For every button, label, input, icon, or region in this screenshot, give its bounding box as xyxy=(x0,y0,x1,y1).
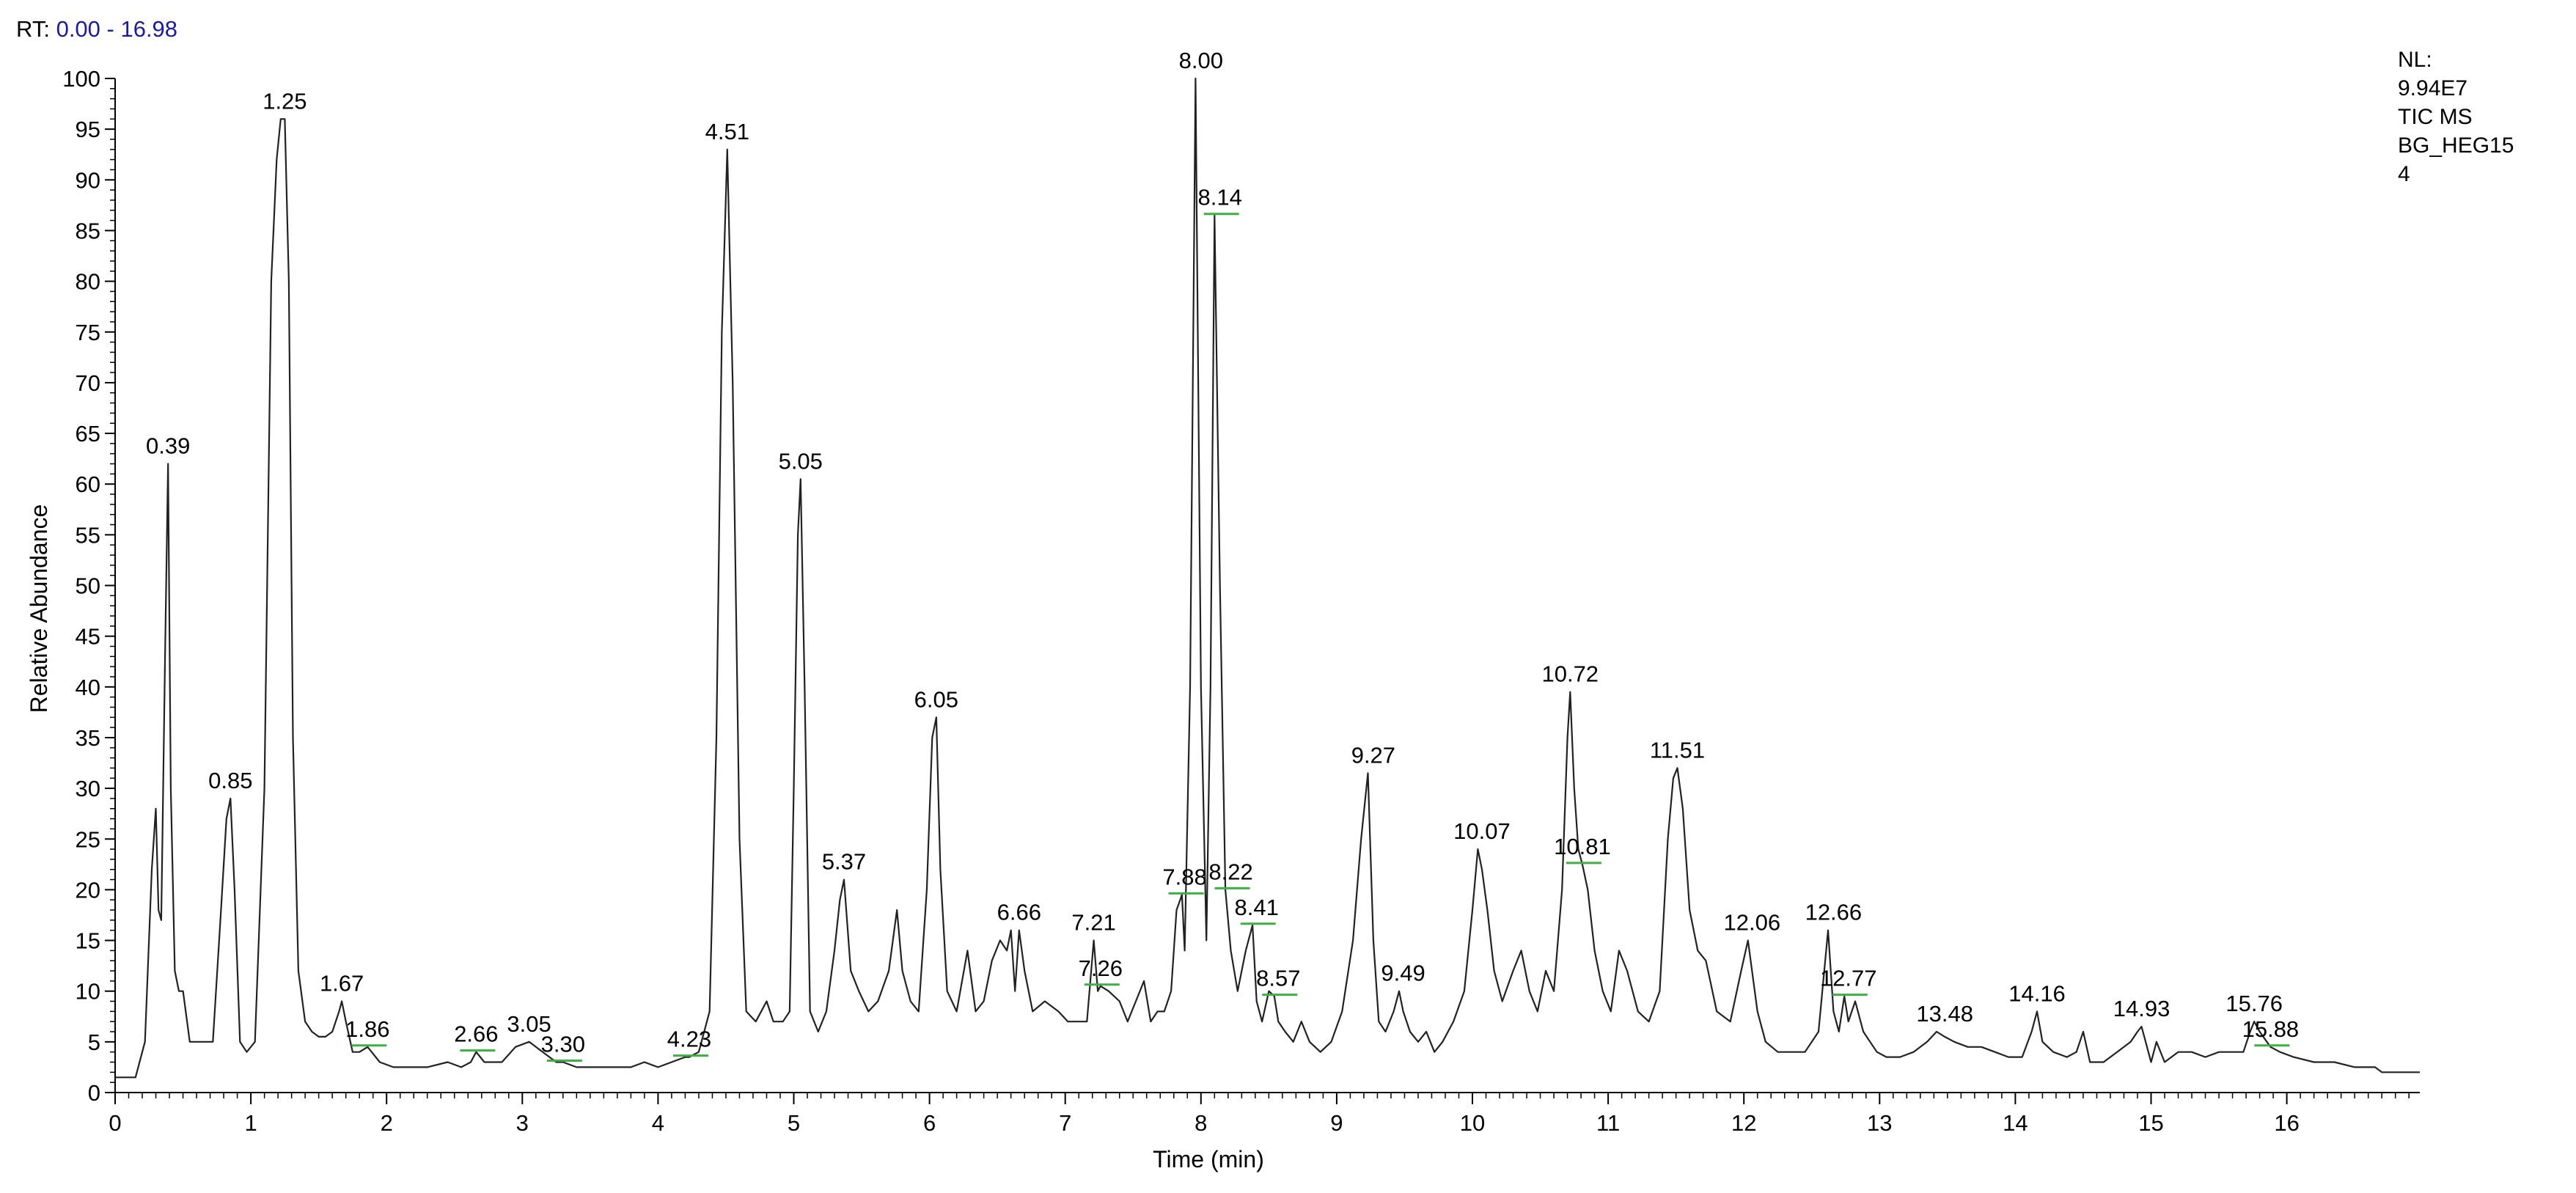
nl-value: 9.94E7 xyxy=(2398,76,2468,100)
peak-label: 8.22 xyxy=(1208,859,1252,884)
sample-name-line-2: 4 xyxy=(2398,162,2410,186)
peak-label: 4.23 xyxy=(667,1027,711,1052)
peak-label: 12.66 xyxy=(1805,900,1863,925)
peak-label: 5.05 xyxy=(779,448,823,474)
x-tick-label: 1 xyxy=(244,1110,257,1136)
y-tick-label: 65 xyxy=(76,421,100,447)
x-tick-label: 14 xyxy=(2003,1110,2028,1136)
x-tick-label: 7 xyxy=(1059,1110,1071,1136)
y-tick-label: 95 xyxy=(76,117,100,142)
x-tick-label: 4 xyxy=(652,1110,664,1136)
y-tick-label: 50 xyxy=(76,573,100,599)
rt-range-value: 0.00 - 16.98 xyxy=(56,16,178,42)
x-tick-label: 13 xyxy=(1867,1110,1892,1136)
nl-label: NL: xyxy=(2398,48,2432,72)
trace-type: TIC MS xyxy=(2398,105,2473,129)
x-tick-label: 11 xyxy=(1596,1110,1620,1136)
y-tick-label: 80 xyxy=(76,269,100,295)
y-tick-label: 40 xyxy=(76,675,100,700)
trace xyxy=(115,77,2420,1079)
peak-label: 8.00 xyxy=(1179,48,1223,73)
peak-label: 1.67 xyxy=(320,971,364,996)
x-tick-label: 2 xyxy=(381,1110,393,1136)
peak-label: 8.14 xyxy=(1198,185,1242,210)
peak-label: 1.25 xyxy=(263,88,307,114)
peak-label: 3.30 xyxy=(541,1032,585,1057)
tic-trace-line xyxy=(115,77,2420,1079)
x-tick-label: 3 xyxy=(516,1110,529,1136)
peak-label: 8.41 xyxy=(1235,895,1279,920)
peak-label: 1.86 xyxy=(345,1016,389,1042)
peak-label: 7.26 xyxy=(1079,955,1123,981)
y-tick-label: 75 xyxy=(76,320,100,345)
y-axis: 0 5 10 15 20 25 30 35 40 45 50 55 60 65 70 75 80 85 90 95 10… xyxy=(62,66,116,1106)
x-tick-label: 15 xyxy=(2138,1110,2163,1136)
y-tick-label: 70 xyxy=(76,370,100,396)
y-tick-label: 25 xyxy=(76,826,100,852)
peak-label: 13.48 xyxy=(1916,1001,1973,1027)
peak-label: 7.88 xyxy=(1162,864,1206,889)
x-axis-title: Time (min) xyxy=(1153,1146,1264,1172)
y-tick-label: 10 xyxy=(76,979,100,1005)
rt-range-header: RT: 0.00 - 16.98 xyxy=(16,16,177,43)
y-tick-label: 90 xyxy=(76,167,100,193)
peak-label: 8.57 xyxy=(1256,966,1300,991)
sample-name-line-1: BG_HEG15 xyxy=(2398,133,2514,158)
x-tick-label: 8 xyxy=(1195,1110,1207,1136)
y-tick-label: 55 xyxy=(76,522,100,548)
x-tick-label: 5 xyxy=(788,1110,800,1136)
peak-label: 3.05 xyxy=(507,1011,551,1037)
peak-label: 5.37 xyxy=(822,849,866,875)
y-tick-label: 35 xyxy=(76,725,100,751)
y-tick-label: 85 xyxy=(76,218,100,243)
y-tick-label: 15 xyxy=(76,928,100,954)
y-tick-label: 100 xyxy=(62,66,100,92)
x-tick-label: 6 xyxy=(923,1110,936,1136)
x-tick-label: 12 xyxy=(1731,1110,1756,1136)
peak-label: 7.21 xyxy=(1071,910,1115,936)
rt-label: RT: xyxy=(16,16,50,42)
peak-label: 0.85 xyxy=(208,768,252,793)
peak-label: 15.88 xyxy=(2242,1016,2300,1042)
y-tick-label: 5 xyxy=(88,1029,100,1055)
peak-label: 2.66 xyxy=(454,1021,498,1047)
peak-label: 10.72 xyxy=(1541,661,1599,687)
y-tick-label: 60 xyxy=(76,471,100,497)
y-tick-label: 0 xyxy=(88,1080,100,1106)
x-tick-label: 16 xyxy=(2274,1110,2299,1136)
y-tick-label: 20 xyxy=(76,877,100,903)
normalization-info: NL: 9.94E7 TIC MS BG_HEG15 4 xyxy=(2398,45,2514,188)
peak-label: 14.16 xyxy=(2008,980,2066,1006)
peak-label: 15.76 xyxy=(2225,991,2283,1016)
peak-labels: 0.39 0.85 1.25 1.67 1.86 2.66 3.053.30 4.23 4.51… xyxy=(146,48,2300,1062)
peak-label: 11.51 xyxy=(1650,737,1705,763)
peak-label: 12.06 xyxy=(1724,910,1781,936)
y-tick-label: 30 xyxy=(76,776,100,801)
peak-label: 14.93 xyxy=(2113,996,2170,1021)
peak-label: 9.27 xyxy=(1351,742,1395,768)
peak-label: 10.81 xyxy=(1554,834,1611,859)
x-tick-label: 9 xyxy=(1330,1110,1343,1136)
peak-label: 10.07 xyxy=(1453,818,1511,844)
x-tick-label: 10 xyxy=(1460,1110,1485,1136)
peak-label: 0.39 xyxy=(146,433,190,459)
peak-label: 12.77 xyxy=(1820,966,1877,991)
peak-label: 4.51 xyxy=(705,119,749,144)
y-axis-title: Relative Abundance xyxy=(26,504,52,713)
x-axis: 0 1 2 3 4 5 6 7 8 9 10 11 12 13 14 15 16 xyxy=(109,1092,2420,1136)
peak-label: 6.66 xyxy=(997,900,1041,925)
peak-label: 9.49 xyxy=(1381,961,1425,986)
x-tick-label: 0 xyxy=(109,1110,121,1136)
peak-label: 6.05 xyxy=(914,686,958,712)
y-tick-label: 45 xyxy=(76,624,100,650)
